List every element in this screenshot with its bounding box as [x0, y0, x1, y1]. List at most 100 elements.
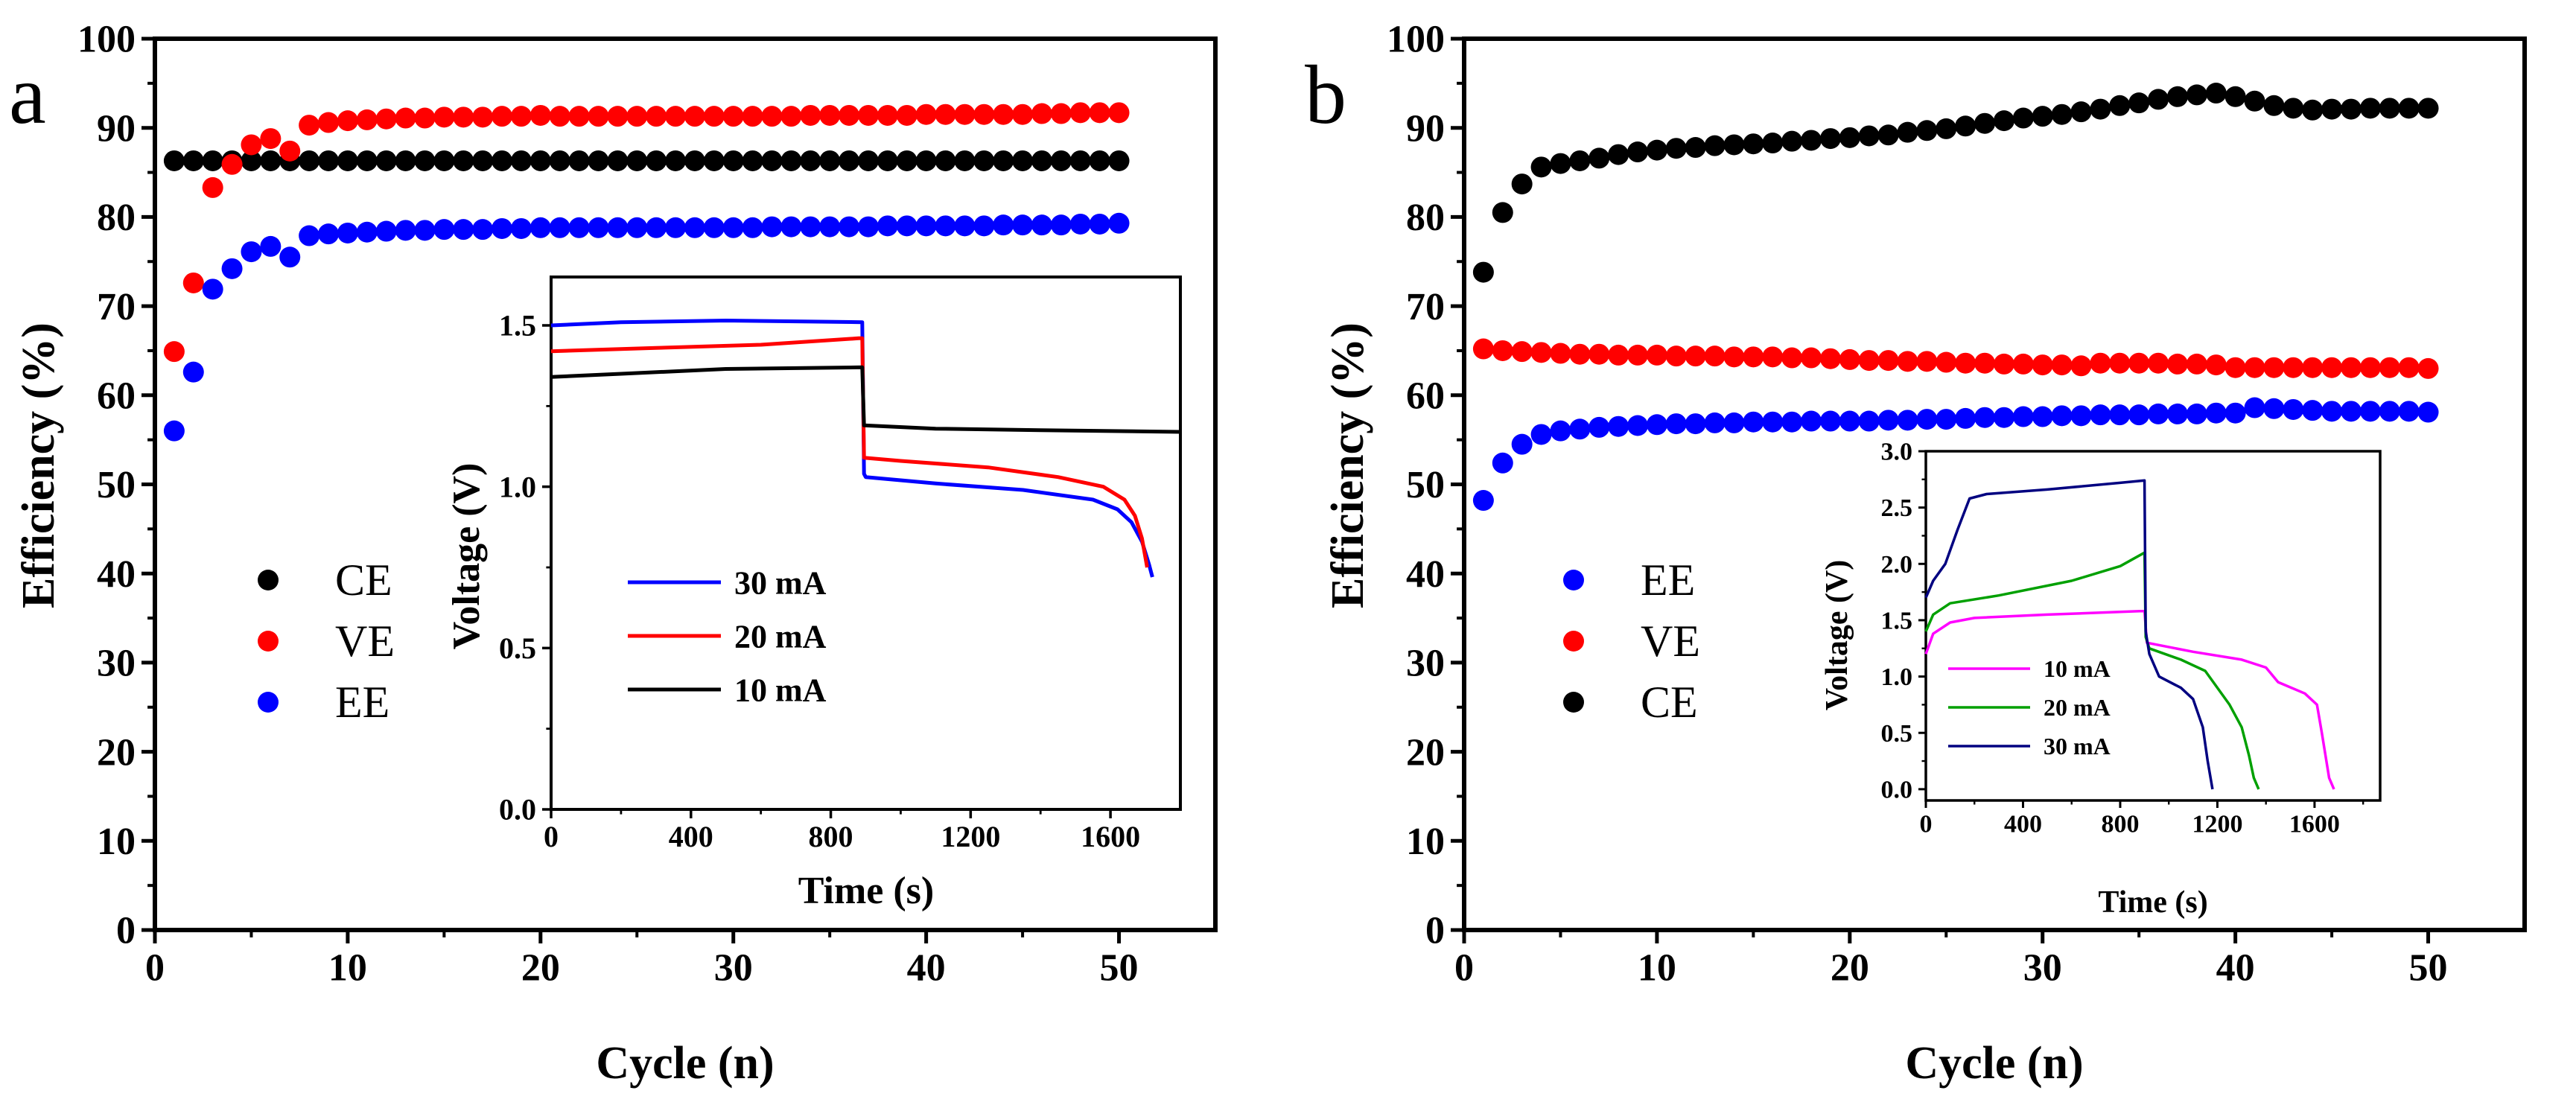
- point-ce-22: [568, 150, 590, 171]
- panel-a-ytick-label: 10: [97, 821, 136, 863]
- point-ce-1: [163, 150, 185, 171]
- point-ve-3: [202, 176, 223, 198]
- point-ve-2: [1492, 340, 1513, 361]
- point-ee-1: [163, 420, 185, 442]
- point-ee-20: [529, 217, 551, 238]
- point-ee-7: [1588, 416, 1610, 438]
- point-ve-45: [1012, 104, 1034, 125]
- panel-b-xtick-label: 40: [2216, 946, 2255, 989]
- point-ee-30: [722, 217, 744, 238]
- legend-label-ce: CE: [335, 555, 392, 605]
- point-ve-6: [260, 128, 282, 150]
- point-ve-35: [819, 104, 841, 126]
- point-ee-34: [800, 216, 821, 238]
- inset-b-ylabel: Voltage (V): [1820, 560, 1854, 711]
- point-ve-10: [1646, 344, 1667, 366]
- point-ve-5: [241, 134, 262, 156]
- point-ve-29: [2012, 353, 2034, 375]
- point-ve-19: [510, 106, 532, 127]
- panel-a-legend: CE VE EE: [258, 555, 395, 727]
- inset-a-xlabel: Time (s): [798, 870, 934, 912]
- point-ce-45: [1012, 150, 1034, 171]
- panel-b-legend: EE VE CE: [1563, 555, 1700, 727]
- point-ve-9: [318, 112, 340, 133]
- point-ce-36: [2148, 89, 2169, 110]
- point-ce-32: [2070, 101, 2092, 123]
- point-ee-47: [2359, 401, 2381, 422]
- point-ee-14: [414, 220, 436, 241]
- panel-a-xtick-label: 50: [1100, 946, 1139, 989]
- panel-a-inset: 0 400 800 1200 1600 0.0 0.5 1.0 1.5 30 mA 20 mA 10 …: [445, 270, 1195, 914]
- point-ve-43: [973, 104, 995, 125]
- point-ce-9: [318, 150, 340, 171]
- point-ve-19: [1819, 348, 1841, 369]
- point-ce-36: [839, 150, 860, 171]
- point-ee-43: [2283, 398, 2304, 420]
- point-ce-5: [241, 150, 262, 171]
- point-ce-2: [1492, 202, 1513, 223]
- point-ve-21: [1858, 350, 1880, 372]
- point-ee-41: [935, 215, 956, 237]
- point-ee-40: [2224, 402, 2246, 424]
- point-ce-16: [1762, 133, 1784, 154]
- point-ve-36: [2148, 352, 2169, 374]
- point-ce-19: [510, 150, 532, 171]
- point-ee-8: [1608, 415, 1629, 437]
- point-ee-28: [684, 217, 705, 238]
- point-ce-27: [665, 150, 687, 171]
- point-ce-2: [182, 150, 204, 171]
- point-ve-34: [2109, 352, 2131, 374]
- point-ve-34: [800, 104, 821, 126]
- point-ee-20: [1839, 410, 1860, 432]
- point-ce-35: [2128, 92, 2150, 114]
- point-ve-20: [529, 104, 551, 126]
- point-ee-39: [896, 215, 917, 237]
- point-ce-33: [2090, 98, 2111, 120]
- panel-a-xtick-label: 0: [145, 946, 165, 989]
- inset-a-xtick-label: 400: [669, 820, 713, 853]
- inset-a-ytick-label: 1.5: [499, 309, 536, 343]
- point-ce-47: [1050, 150, 1072, 171]
- inset-a-line-10ma: [550, 365, 1181, 434]
- point-ee-6: [1569, 418, 1591, 440]
- point-ee-5: [241, 241, 262, 263]
- point-ee-27: [1974, 407, 1996, 428]
- inset-b-ytick-label: 3.0: [1881, 439, 1913, 466]
- point-ee-17: [472, 219, 494, 241]
- panel-b-ytick-label: 0: [1425, 910, 1445, 952]
- legend-label-ee: EE: [1641, 555, 1695, 605]
- point-ce-37: [857, 150, 879, 171]
- point-ee-41: [2244, 397, 2265, 418]
- point-ve-13: [395, 107, 416, 129]
- point-ee-31: [2051, 405, 2073, 427]
- point-ce-50: [2417, 98, 2439, 119]
- panel-a-xtick-label: 30: [714, 946, 753, 989]
- panel-a-xtick-label: 20: [521, 946, 560, 989]
- point-ee-13: [395, 220, 416, 241]
- point-ve-22: [568, 106, 590, 127]
- point-ce-30: [2032, 106, 2053, 127]
- panel-b-xtick-label: 20: [1831, 946, 1869, 989]
- inset-b-xtick-label: 0: [1920, 810, 1933, 838]
- point-ce-44: [993, 150, 1014, 171]
- point-ee-28: [1993, 407, 2014, 428]
- inset-b-ytick-label: 0.0: [1881, 776, 1913, 803]
- point-ce-29: [703, 150, 725, 171]
- legend-marker-ve: [258, 631, 279, 652]
- point-ve-41: [2244, 357, 2265, 378]
- point-ee-16: [453, 219, 474, 241]
- point-ee-24: [1916, 409, 1938, 430]
- point-ce-38: [877, 150, 898, 171]
- point-ce-22: [1877, 124, 1899, 146]
- point-ve-14: [414, 107, 436, 129]
- point-ce-11: [1665, 138, 1687, 159]
- point-ee-30: [2032, 406, 2053, 427]
- point-ce-19: [1819, 128, 1841, 150]
- point-ve-38: [877, 104, 898, 126]
- point-ce-3: [1511, 173, 1533, 195]
- point-ve-23: [588, 106, 609, 127]
- panel-b-ytick-label: 50: [1406, 464, 1445, 506]
- panel-a-ytick-label: 90: [97, 107, 136, 150]
- point-ce-46: [2340, 98, 2362, 120]
- inset-b-xtick-label: 400: [2004, 810, 2042, 838]
